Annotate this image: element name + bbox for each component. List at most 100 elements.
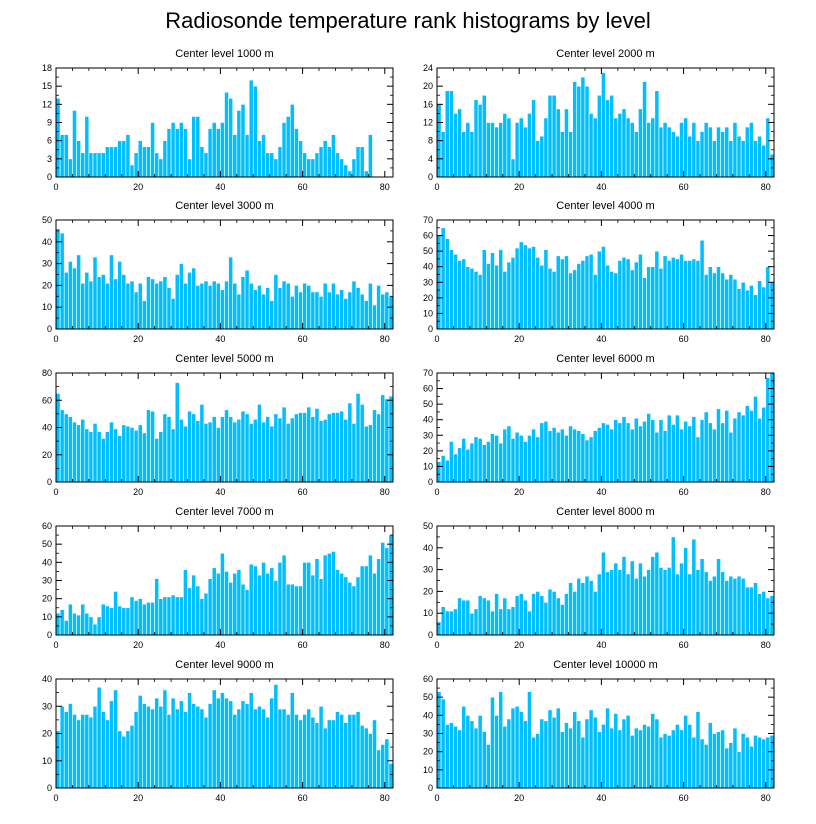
- y-tick-label: 15: [42, 81, 52, 91]
- histogram-bar: [257, 404, 262, 483]
- x-tick-label: 80: [380, 334, 390, 344]
- histogram-bar: [277, 708, 283, 789]
- histogram-bar: [150, 278, 155, 330]
- histogram-bar: [543, 601, 549, 636]
- histogram-bar: [289, 692, 295, 789]
- y-tick-label: 80: [42, 368, 52, 378]
- histogram-bar: [720, 571, 725, 636]
- histogram-bar: [277, 417, 283, 483]
- histogram-bar: [691, 258, 697, 330]
- histogram-bar: [133, 429, 139, 483]
- histogram-bar: [662, 255, 668, 330]
- histogram-bar: [679, 729, 684, 789]
- histogram-bar: [178, 263, 184, 330]
- histogram-bar: [740, 733, 746, 789]
- histogram-bar: [158, 431, 164, 483]
- histogram-bar: [457, 260, 462, 330]
- histogram-bar: [679, 428, 684, 483]
- histogram-bar: [757, 593, 762, 636]
- histogram-bar: [117, 140, 123, 178]
- histogram-bar: [506, 117, 512, 178]
- histogram-bar: [125, 134, 131, 178]
- histogram-bar: [724, 747, 730, 789]
- y-tick-label: 20: [423, 586, 433, 596]
- histogram-bar: [166, 596, 172, 636]
- histogram-bar: [699, 239, 705, 330]
- histogram-bar: [629, 735, 635, 789]
- histogram-bar: [88, 716, 94, 789]
- y-tick-label: 0: [47, 324, 52, 334]
- histogram-bar: [740, 414, 746, 483]
- histogram-bar: [162, 596, 168, 636]
- y-tick-label: 4: [428, 154, 433, 164]
- histogram-bar: [248, 563, 254, 636]
- panel-title: Center level 4000 m: [556, 200, 654, 212]
- histogram-bar: [363, 425, 369, 483]
- histogram-bar: [588, 580, 594, 636]
- y-tick-label: 0: [428, 630, 433, 640]
- histogram-bar: [465, 448, 471, 483]
- histogram-bar: [477, 274, 483, 330]
- histogram-bar: [592, 591, 598, 636]
- histogram-bar: [547, 94, 553, 178]
- histogram-bar: [339, 572, 344, 636]
- histogram-bar: [769, 595, 775, 636]
- histogram-bar: [609, 428, 615, 483]
- histogram-bar: [720, 422, 725, 483]
- histogram-bar: [384, 547, 390, 636]
- histogram-bar: [654, 718, 660, 789]
- histogram-bar: [633, 131, 639, 178]
- histogram-bar: [183, 282, 188, 330]
- histogram-bar: [555, 707, 561, 789]
- histogram-bar: [564, 593, 569, 636]
- histogram-bar: [535, 733, 541, 789]
- histogram-bar: [326, 291, 332, 330]
- y-tick-label: 20: [42, 594, 52, 604]
- histogram-bar: [465, 266, 471, 330]
- histogram-bar: [699, 131, 705, 178]
- histogram-bar: [617, 113, 623, 178]
- histogram-bar: [670, 424, 676, 483]
- histogram-bar: [679, 122, 684, 178]
- histogram-bar: [166, 128, 172, 178]
- histogram-bar: [551, 94, 557, 178]
- histogram-bar: [605, 707, 610, 789]
- histogram-bar: [158, 705, 164, 789]
- x-tick-label: 60: [679, 640, 689, 650]
- histogram-bar: [490, 122, 495, 178]
- histogram-bar: [683, 420, 688, 483]
- x-tick-label: 20: [514, 334, 524, 344]
- histogram-bar: [343, 722, 349, 789]
- histogram-bar: [113, 428, 118, 483]
- histogram-bar: [749, 285, 754, 330]
- histogram-bar: [133, 600, 139, 636]
- histogram-bar: [490, 610, 495, 636]
- x-tick-label: 20: [133, 640, 143, 650]
- histogram-bar: [642, 420, 647, 483]
- histogram-bar: [757, 417, 762, 483]
- histogram-bar: [486, 263, 491, 330]
- histogram-bar: [490, 696, 495, 789]
- histogram-bar: [224, 91, 229, 178]
- histogram-bar: [174, 708, 180, 789]
- histogram-bar: [527, 691, 532, 789]
- histogram-bar: [100, 274, 106, 330]
- histogram-bar: [691, 416, 697, 483]
- y-tick-label: 40: [423, 262, 433, 272]
- histogram-bar: [302, 152, 307, 178]
- histogram-bar: [109, 254, 114, 330]
- histogram-bar: [629, 269, 635, 330]
- histogram-bar: [220, 692, 225, 789]
- x-tick-label: 80: [380, 182, 390, 192]
- histogram-bar: [716, 731, 721, 789]
- y-tick-label: 70: [423, 368, 433, 378]
- histogram-bar: [195, 705, 201, 789]
- y-tick-label: 0: [47, 477, 52, 487]
- histogram-bar: [92, 705, 98, 789]
- histogram-bar: [298, 585, 303, 636]
- histogram-bar: [347, 402, 353, 483]
- histogram-bar: [174, 274, 180, 330]
- histogram-bar: [514, 122, 520, 178]
- histogram-bar: [170, 697, 176, 789]
- histogram-bar: [68, 158, 73, 178]
